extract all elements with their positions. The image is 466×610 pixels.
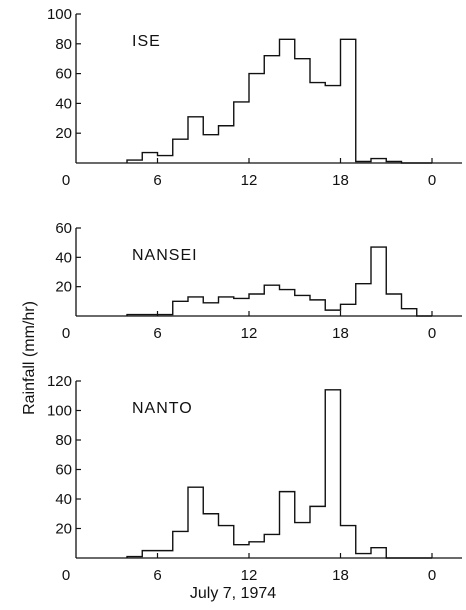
rainfall-bar [371, 548, 386, 558]
x-tick-label: 0 [428, 172, 436, 189]
rainfall-bar [203, 514, 218, 558]
rainfall-series-line [126, 38, 432, 164]
rainfall-bar [264, 285, 279, 316]
station-title: NANTO [132, 400, 193, 417]
panel-ise: 20 40 60 80 100 0 6 12 18 0 ISE [47, 6, 462, 189]
rainfall-bar [356, 554, 371, 558]
station-title: ISE [132, 33, 161, 50]
rainfall-bar [310, 300, 325, 316]
station-title: NANSEI [132, 247, 198, 264]
x-tick-label: 0 [428, 567, 436, 584]
rainfall-bar [142, 315, 157, 316]
x-tick-label: 12 [241, 172, 258, 189]
x-tick-label: 0 [428, 325, 436, 342]
rainfall-bar [325, 390, 340, 558]
rainfall-bar [295, 59, 310, 163]
x-tick-label: 6 [153, 567, 161, 584]
rainfall-bar [142, 551, 157, 558]
rainfall-bar [173, 301, 188, 316]
rainfall-bar [310, 83, 325, 163]
rainfall-bar [341, 526, 356, 558]
x-tick-label: 0 [62, 172, 70, 189]
panel-nansei: 20 40 60 0 6 12 18 0 NANSEI [55, 220, 462, 342]
rainfall-bar [386, 162, 401, 163]
rainfall-bar [280, 290, 295, 316]
x-tick-label: 6 [153, 325, 161, 342]
y-tick-label: 20 [55, 125, 72, 142]
x-tick-label: 18 [332, 172, 349, 189]
rainfall-bar [295, 295, 310, 316]
y-tick-label: 120 [47, 373, 72, 390]
rainfall-bar [264, 56, 279, 163]
x-tick-label: 0 [62, 567, 70, 584]
rainfall-bar [264, 534, 279, 558]
rainfall-bar [234, 102, 249, 163]
y-tick-label: 80 [55, 432, 72, 449]
rainfall-bar [219, 126, 234, 163]
rainfall-bar [142, 153, 157, 163]
rainfall-bar [188, 117, 203, 163]
rainfall-bar [203, 135, 218, 163]
y-tick-label: 100 [47, 403, 72, 420]
y-tick-label: 20 [55, 279, 72, 296]
y-tick-label: 60 [55, 462, 72, 479]
rainfall-bar [219, 297, 234, 316]
rainfall-bar [356, 162, 371, 163]
rainfall-bar [249, 542, 264, 558]
x-axis-label: July 7, 1974 [190, 585, 276, 602]
rainfall-bar [234, 298, 249, 316]
y-tick-label: 60 [55, 220, 72, 237]
rainfall-bar [249, 74, 264, 163]
x-tick-label: 18 [332, 325, 349, 342]
rainfall-bar [158, 315, 173, 316]
rainfall-bar [341, 304, 356, 316]
y-tick-label: 60 [55, 66, 72, 83]
rainfall-bar [158, 551, 173, 558]
y-tick-label: 20 [55, 521, 72, 538]
rainfall-series-line [126, 246, 432, 317]
rainfall-bar [280, 39, 295, 163]
x-tick-label: 6 [153, 172, 161, 189]
rainfall-bar [280, 492, 295, 558]
rainfall-bar [127, 315, 142, 316]
rainfall-bar [188, 297, 203, 316]
x-tick-label: 0 [62, 325, 70, 342]
rainfall-series-line [126, 389, 432, 559]
x-tick-label: 18 [332, 567, 349, 584]
rainfall-bar [356, 284, 371, 316]
rainfall-bar [341, 39, 356, 163]
x-tick-label: 12 [241, 567, 258, 584]
y-tick-label: 80 [55, 36, 72, 53]
rainfall-bar [402, 309, 417, 316]
rainfall-bar [234, 545, 249, 558]
rainfall-bar [371, 247, 386, 316]
y-tick-label: 40 [55, 95, 72, 112]
rainfall-bar [203, 303, 218, 316]
rainfall-bar [310, 506, 325, 558]
rainfall-bar [249, 294, 264, 316]
rainfall-bar [386, 294, 401, 316]
rainfall-bar [173, 531, 188, 558]
rainfall-bar [219, 526, 234, 558]
panel-nanto: 20 40 60 80 100 120 0 6 12 18 0 NANTO [47, 373, 462, 584]
y-axis-label: Rainfall (mm/hr) [21, 301, 38, 415]
rainfall-bar [188, 487, 203, 558]
rainfall-bar [127, 160, 142, 163]
rainfall-bar [295, 523, 310, 558]
rainfall-bar [325, 310, 340, 316]
rainfall-bar [371, 159, 386, 163]
rainfall-bar [158, 156, 173, 163]
y-tick-label: 100 [47, 6, 72, 23]
rainfall-bar [127, 557, 142, 558]
x-tick-label: 12 [241, 325, 258, 342]
rainfall-bar [173, 139, 188, 163]
rainfall-bar [325, 86, 340, 163]
y-tick-label: 40 [55, 491, 72, 508]
y-tick-label: 40 [55, 249, 72, 266]
